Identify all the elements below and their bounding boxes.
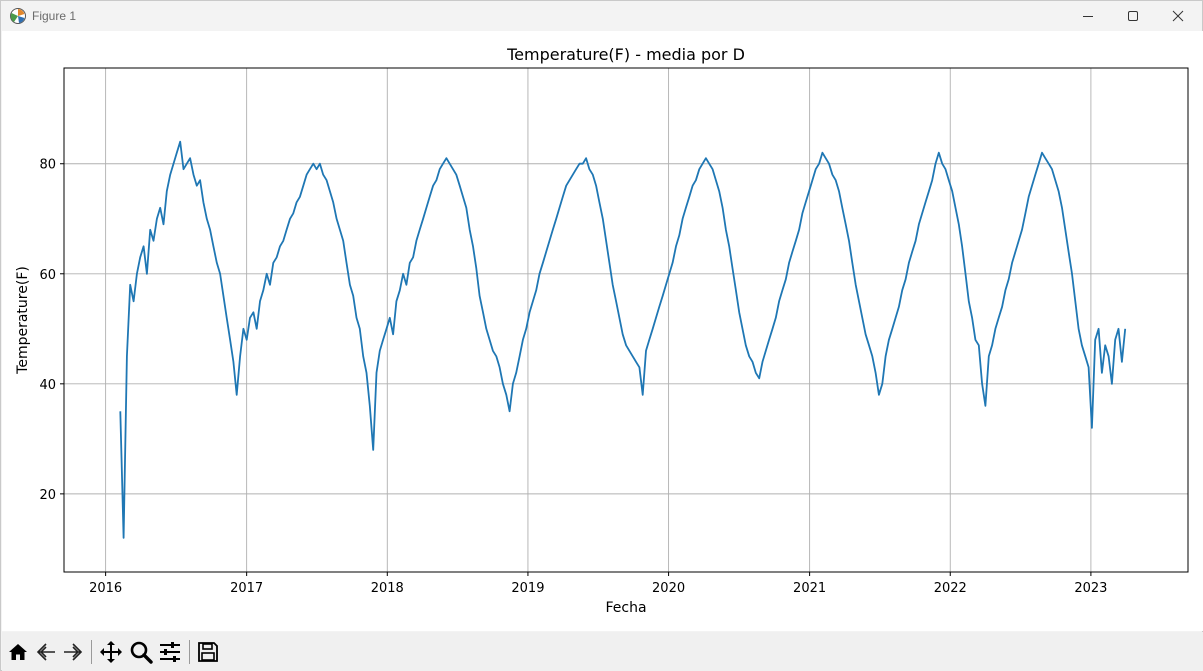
pan-icon — [100, 641, 122, 663]
y-tick-label: 60 — [39, 268, 56, 283]
x-tick-label: 2023 — [1074, 581, 1107, 596]
x-axis-ticks: 2016 2017 2018 2019 2020 2021 2022 2023 — [89, 572, 1107, 596]
minimize-icon — [1083, 16, 1093, 17]
save-icon — [198, 642, 218, 662]
x-tick-label: 2018 — [371, 581, 404, 596]
configure-subplots-button[interactable] — [158, 640, 182, 664]
maximize-icon — [1128, 11, 1138, 21]
home-icon — [9, 644, 27, 660]
plot-frame — [63, 67, 1189, 573]
window-title: Figure 1 — [32, 9, 77, 23]
matplotlib-app-icon — [10, 8, 26, 24]
y-tick-label: 20 — [39, 488, 56, 503]
temperature-line — [119, 140, 1127, 539]
home-button[interactable] — [6, 640, 30, 664]
data-series — [119, 140, 1127, 539]
close-button[interactable] — [1155, 1, 1201, 31]
toolbar-separator — [189, 640, 190, 664]
x-tick-label: 2019 — [511, 581, 544, 596]
x-tick-label: 2021 — [793, 581, 826, 596]
y-tick-label: 40 — [39, 378, 56, 393]
x-tick-label: 2020 — [652, 581, 685, 596]
zoom-icon — [130, 641, 153, 664]
title-bar[interactable]: Figure 1 — [1, 1, 1202, 31]
save-button[interactable] — [196, 640, 220, 664]
maximize-button[interactable] — [1110, 1, 1156, 31]
chart-title: Temperature(F) - media por D — [506, 45, 745, 64]
x-axis-label: Fecha — [605, 600, 646, 616]
toolbar-separator — [91, 640, 92, 664]
configure-subplots-icon — [160, 642, 180, 662]
forward-arrow-icon — [64, 643, 83, 661]
back-arrow-icon — [36, 643, 55, 661]
x-tick-label: 2016 — [89, 581, 122, 596]
line-chart: Temperature(F) - media por D 2016 2017 201… — [15, 45, 1189, 616]
y-axis-label: Temperature(F) — [15, 266, 31, 375]
y-tick-label: 80 — [39, 158, 56, 173]
navigation-toolbar — [2, 632, 1203, 671]
forward-button[interactable] — [61, 640, 85, 664]
minimize-button[interactable] — [1065, 1, 1111, 31]
zoom-button[interactable] — [129, 640, 153, 664]
pan-button[interactable] — [99, 640, 123, 664]
y-axis-ticks: 20 40 60 80 — [39, 158, 64, 503]
close-icon — [1172, 10, 1184, 22]
grid-lines — [64, 68, 1188, 572]
x-tick-label: 2022 — [934, 581, 967, 596]
back-button[interactable] — [34, 640, 58, 664]
figure-canvas[interactable]: Temperature(F) - media por D 2016 2017 201… — [2, 31, 1203, 631]
x-tick-label: 2017 — [230, 581, 263, 596]
